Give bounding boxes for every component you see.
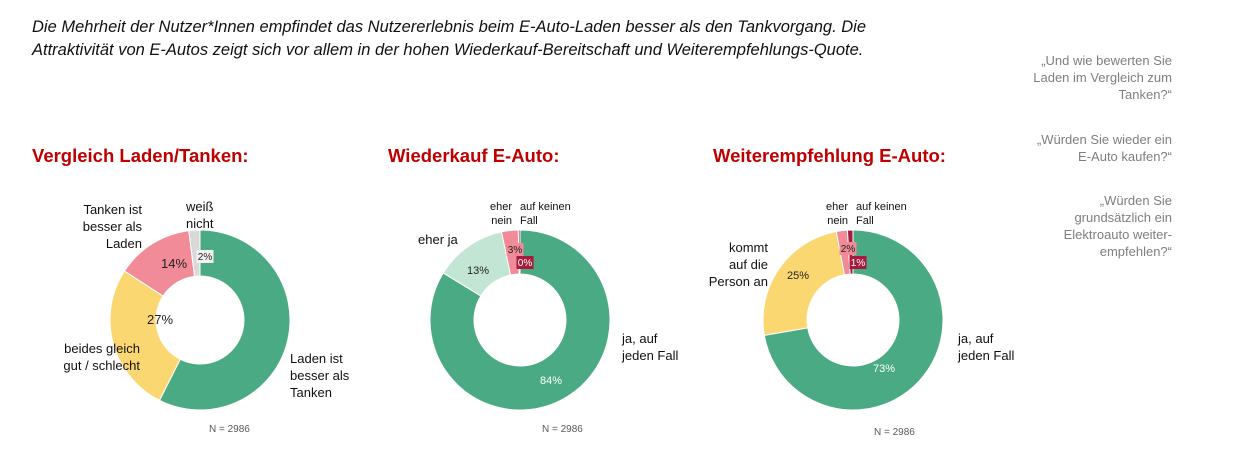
chart-title-wiederkauf: Wiederkauf E-Auto: bbox=[388, 145, 560, 166]
sample-size-label: N = 2986 bbox=[209, 424, 250, 435]
category-label-tanken-besser: Tanken ist besser als Laden bbox=[82, 202, 142, 251]
slice-2 bbox=[109, 270, 181, 402]
category-label-laden-besser: Laden ist besser als Tanken bbox=[290, 351, 350, 400]
sample-size-label: N = 2986 bbox=[874, 427, 915, 438]
chart-title-weiterempfehlung: Weiterempfehlung E-Auto: bbox=[713, 145, 946, 166]
category-label-auf-keinen-fall: auf keinen Fall bbox=[520, 201, 571, 227]
value-label-box bbox=[196, 250, 214, 263]
donut-chart-laden-tanken: 58% 27% 14% 2% bbox=[109, 229, 291, 411]
slice-4 bbox=[188, 229, 201, 277]
category-label-ja-auf-jeden-fall: ja, auf jeden Fall bbox=[622, 331, 679, 363]
value-label-3: 3% bbox=[508, 245, 523, 256]
value-label-box bbox=[849, 256, 867, 269]
value-label-2: 25% bbox=[787, 270, 809, 282]
value-label-box bbox=[506, 243, 524, 256]
donut-chart-wiederkauf: 84% 13% 3% 0% bbox=[429, 229, 611, 411]
question-weiterempfehlung: „Würden Sie grundsätzlich ein Elektroaut… bbox=[1063, 193, 1172, 259]
sample-size-label: N = 2986 bbox=[542, 424, 583, 435]
question-wiederkauf: „Würden Sie wieder ein E-Auto kaufen?“ bbox=[1036, 132, 1172, 164]
category-label-eher-ja: eher ja bbox=[418, 232, 458, 247]
slice-1 bbox=[763, 229, 944, 411]
slice-1 bbox=[429, 229, 611, 411]
category-label-eher-nein: eher nein bbox=[489, 201, 512, 227]
value-label-3: 2% bbox=[841, 244, 856, 255]
category-label-weiss-nicht: weiß nicht bbox=[186, 199, 214, 231]
value-label-1: 73% bbox=[873, 363, 895, 375]
value-label-box bbox=[516, 256, 534, 269]
value-label-3: 14% bbox=[161, 256, 187, 271]
category-label-kommt-auf-die-person-an: kommt auf die Person an bbox=[708, 240, 768, 289]
value-label-2: 27% bbox=[147, 312, 173, 327]
slice-2 bbox=[762, 230, 846, 336]
value-label-box bbox=[839, 242, 857, 255]
value-label-4: 0% bbox=[518, 258, 533, 269]
value-label-4: 1% bbox=[851, 258, 866, 269]
slice-1 bbox=[158, 229, 291, 411]
question-laden-tanken: „Und wie bewerten Sie Laden im Vergleich… bbox=[1033, 53, 1172, 102]
value-label-1: 84% bbox=[540, 375, 562, 387]
donut-chart-weiterempfehlung: 73% 25% 2% 1% bbox=[762, 229, 944, 411]
category-label-beides-gleich: beides gleich gut / schlecht bbox=[63, 341, 140, 373]
value-label-1: 58% bbox=[209, 313, 235, 328]
chart-title-laden-tanken: Vergleich Laden/Tanken: bbox=[32, 145, 249, 166]
value-label-2: 13% bbox=[467, 265, 489, 277]
category-label-auf-keinen-fall: auf keinen Fall bbox=[856, 201, 907, 227]
headline: Die Mehrheit der Nutzer*Innen empfindet … bbox=[32, 18, 867, 59]
category-label-ja-auf-jeden-fall: ja, auf jeden Fall bbox=[958, 331, 1015, 363]
category-label-eher-nein: eher nein bbox=[825, 201, 848, 227]
value-label-4: 2% bbox=[198, 252, 213, 263]
